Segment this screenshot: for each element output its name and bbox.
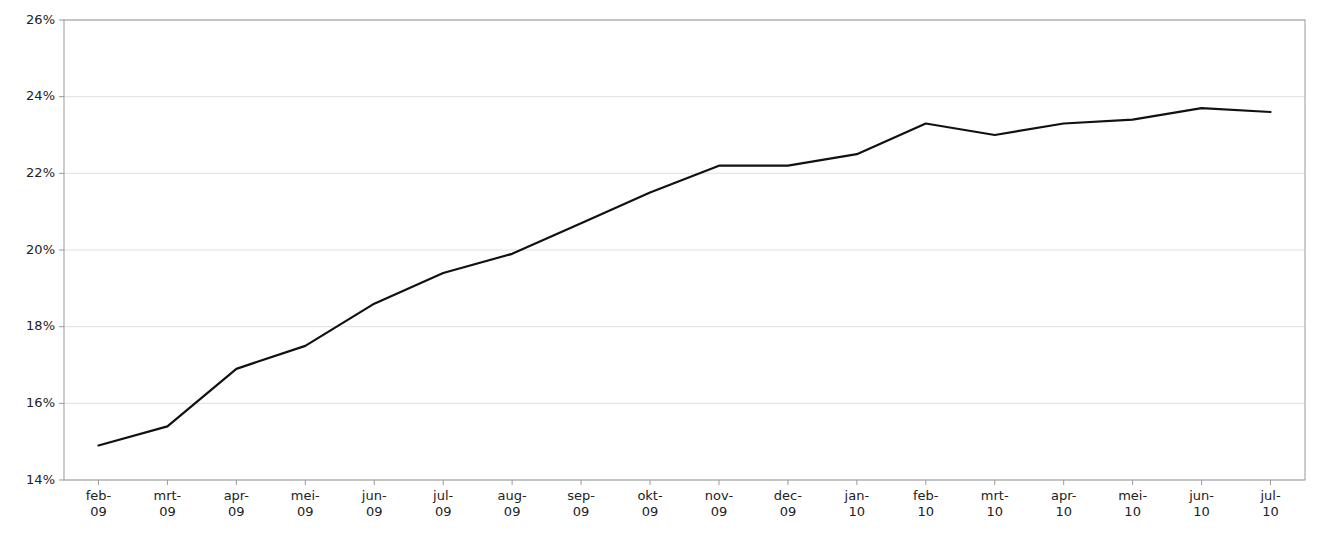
x-tick-label-line: mrt- (981, 488, 1009, 503)
x-tick (1063, 480, 1064, 485)
x-tick-label-line: 10 (1262, 504, 1279, 519)
x-tick (167, 480, 168, 485)
grid-line (64, 403, 1305, 404)
x-tick-label-line: jul- (1259, 488, 1280, 503)
x-tick-label-line: jul- (432, 488, 453, 503)
x-tick (856, 480, 857, 485)
x-tick (236, 480, 237, 485)
x-tick-label-line: 10 (918, 504, 935, 519)
x-tick (994, 480, 995, 485)
x-tick-label-line: 10 (1193, 504, 1210, 519)
x-tick (1132, 480, 1133, 485)
x-tick (305, 480, 306, 485)
x-tick-label-line: apr- (1051, 488, 1077, 503)
x-tick-label: nov-09 (705, 488, 734, 519)
y-tick-label: 22% (26, 165, 55, 180)
x-tick-label-line: 09 (642, 504, 659, 519)
axes: 14%16%18%20%22%24%26%feb-09mrt-09apr-09m… (26, 12, 1281, 520)
x-tick-label: apr-10 (1051, 488, 1077, 519)
x-tick-label-line: 09 (297, 504, 314, 519)
y-tick (59, 326, 64, 327)
y-tick (59, 173, 64, 174)
x-tick-label: okt-09 (637, 488, 663, 519)
x-tick-label-line: dec- (774, 488, 802, 503)
x-tick-label: jan-10 (844, 488, 870, 519)
x-tick-label-line: 09 (159, 504, 176, 519)
x-tick (512, 480, 513, 485)
x-tick-label-line: aug- (498, 488, 527, 503)
y-tick-label: 16% (26, 395, 55, 410)
x-tick-label-line: 10 (849, 504, 866, 519)
y-tick-label: 26% (26, 12, 55, 27)
x-tick-label: aug-09 (498, 488, 527, 519)
y-tick-label: 18% (26, 318, 55, 333)
x-tick-label-line: 09 (366, 504, 383, 519)
x-tick (718, 480, 719, 485)
x-tick (1270, 480, 1271, 485)
x-tick-label: mei-09 (291, 488, 320, 519)
x-tick-label: jul-09 (432, 488, 453, 519)
x-tick-label: dec-09 (774, 488, 802, 519)
x-tick-label-line: 09 (711, 504, 728, 519)
data-layer (98, 108, 1270, 445)
y-tick (59, 20, 64, 21)
x-tick (925, 480, 926, 485)
x-tick (98, 480, 99, 485)
y-tick (59, 250, 64, 251)
x-tick-label-line: feb- (913, 488, 939, 503)
x-tick-label: jul-10 (1259, 488, 1280, 519)
x-tick-label: mei-10 (1118, 488, 1147, 519)
x-tick-label: feb-09 (86, 488, 112, 519)
x-tick-label-line: 09 (228, 504, 245, 519)
x-tick-label: jun-10 (1188, 488, 1214, 519)
plot-frame (64, 20, 1305, 480)
y-tick-label: 20% (26, 242, 55, 257)
y-tick-label: 24% (26, 88, 55, 103)
x-tick (1201, 480, 1202, 485)
y-tick (59, 480, 64, 481)
x-tick-label-line: 10 (1124, 504, 1141, 519)
x-tick (443, 480, 444, 485)
x-tick-label-line: 10 (1055, 504, 1072, 519)
x-tick-label: jun-09 (361, 488, 387, 519)
x-tick-label: feb-10 (913, 488, 939, 519)
x-tick-label-line: okt- (637, 488, 663, 503)
x-tick-label-line: feb- (86, 488, 112, 503)
y-tick (59, 96, 64, 97)
x-tick-label-line: 09 (435, 504, 452, 519)
x-tick-label: mrt-09 (154, 488, 182, 519)
x-tick-label-line: mei- (1118, 488, 1147, 503)
x-tick-label-line: 10 (986, 504, 1003, 519)
x-tick-label-line: jan- (844, 488, 870, 503)
x-tick-label-line: mei- (291, 488, 320, 503)
grid-line (64, 326, 1305, 327)
x-tick-label: mrt-10 (981, 488, 1009, 519)
line (98, 108, 1270, 445)
y-tick-label: 14% (26, 472, 55, 487)
chart-svg: 14%16%18%20%22%24%26%feb-09mrt-09apr-09m… (0, 0, 1329, 544)
grid-line (64, 96, 1305, 97)
grid (64, 20, 1305, 480)
x-tick (581, 480, 582, 485)
x-tick-label-line: jun- (1188, 488, 1214, 503)
grid-line (64, 250, 1305, 251)
x-tick-label-line: sep- (567, 488, 595, 503)
y-tick (59, 403, 64, 404)
x-tick (650, 480, 651, 485)
x-tick-label-line: jun- (361, 488, 387, 503)
x-tick-label-line: apr- (224, 488, 250, 503)
x-tick-label-line: 09 (504, 504, 521, 519)
x-tick-label-line: nov- (705, 488, 734, 503)
x-tick-label-line: mrt- (154, 488, 182, 503)
grid-line (64, 173, 1305, 174)
x-tick-label-line: 09 (573, 504, 590, 519)
x-tick-label-line: 09 (780, 504, 797, 519)
x-tick (787, 480, 788, 485)
x-tick-label: apr-09 (224, 488, 250, 519)
x-tick-label: sep-09 (567, 488, 595, 519)
x-tick (374, 480, 375, 485)
plot-background (64, 20, 1305, 480)
chart-container: 14%16%18%20%22%24%26%feb-09mrt-09apr-09m… (0, 0, 1329, 544)
x-tick-label-line: 09 (90, 504, 107, 519)
